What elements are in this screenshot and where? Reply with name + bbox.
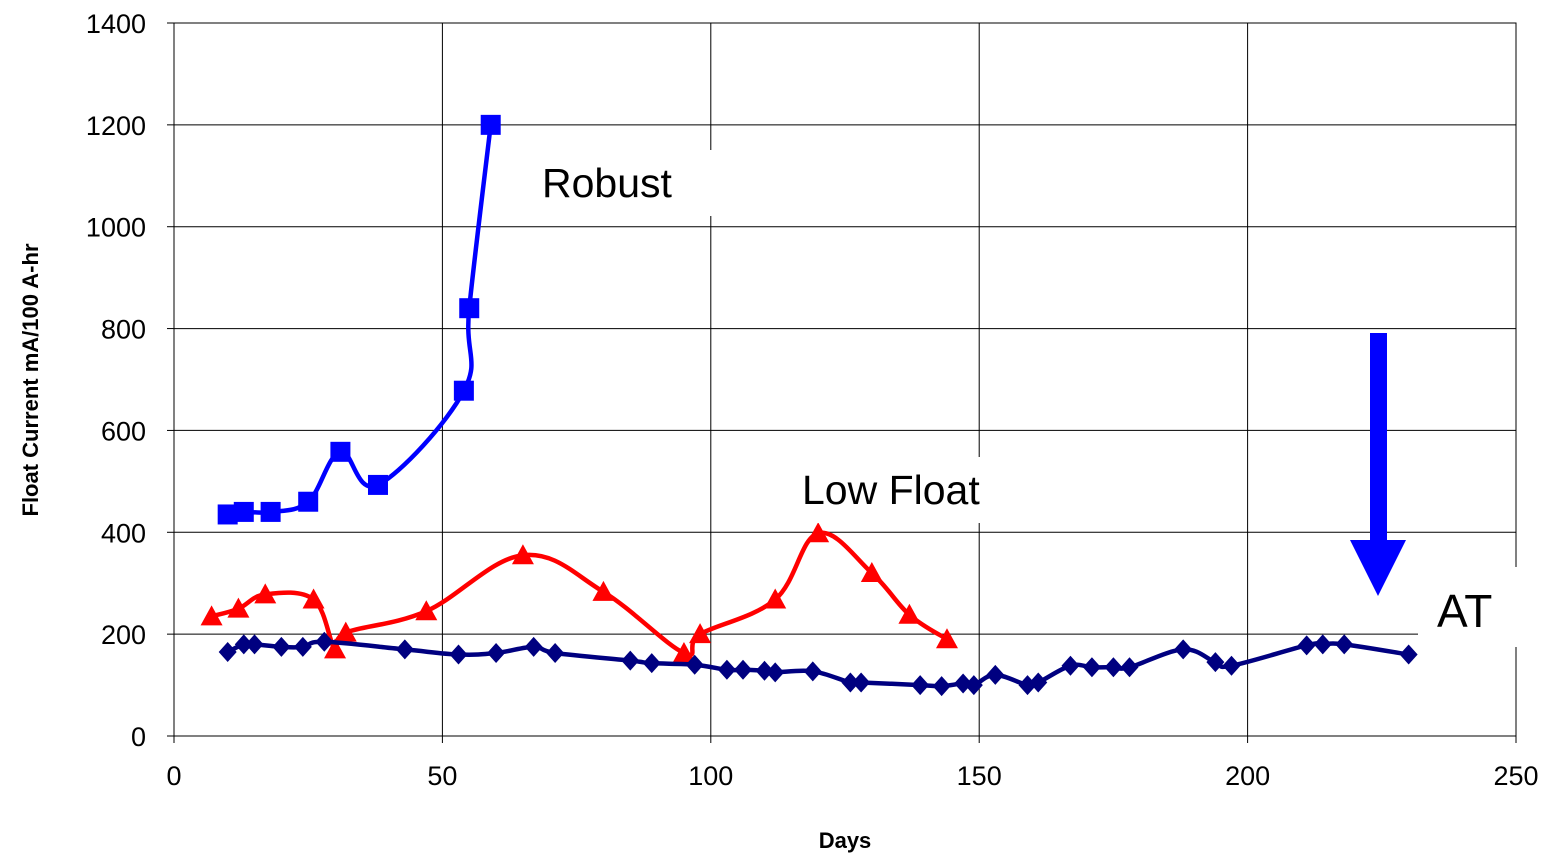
- x-axis-title: Days: [819, 828, 872, 853]
- x-tick-label: 0: [166, 761, 181, 791]
- data-point: [260, 501, 281, 522]
- series-diamond: [218, 631, 1418, 697]
- x-tick-label: 200: [1225, 761, 1270, 791]
- data-point: [764, 588, 787, 609]
- annotation-at: AT: [1437, 585, 1492, 637]
- data-point: [932, 676, 951, 697]
- y-axis-ticks: 0 200 400 600 800 1000 1200 1400: [86, 9, 174, 752]
- y-tick-label: 200: [101, 620, 146, 650]
- data-point: [592, 580, 615, 601]
- data-point: [302, 588, 325, 609]
- data-point: [1174, 639, 1193, 660]
- data-point: [217, 504, 238, 525]
- data-point: [524, 636, 543, 657]
- data-point: [234, 634, 253, 655]
- y-tick-label: 400: [101, 518, 146, 548]
- data-point: [315, 631, 334, 652]
- data-point: [459, 298, 480, 319]
- data-point: [935, 628, 958, 649]
- data-point: [803, 661, 822, 682]
- data-point: [841, 672, 860, 693]
- low-float-label-background: [790, 457, 1018, 523]
- data-point: [546, 642, 565, 663]
- data-point: [449, 644, 468, 665]
- data-point: [395, 639, 414, 660]
- data-point: [807, 522, 830, 543]
- data-point: [298, 491, 319, 512]
- x-tick-label: 100: [688, 761, 733, 791]
- y-tick-label: 1200: [86, 111, 146, 141]
- data-point: [1029, 672, 1048, 693]
- data-point: [415, 600, 438, 621]
- data-point: [986, 664, 1005, 685]
- data-point: [642, 653, 661, 674]
- data-point: [1082, 657, 1101, 678]
- data-point: [717, 659, 736, 680]
- series-triangle: [200, 522, 958, 662]
- data-point: [245, 634, 264, 655]
- data-point: [860, 562, 883, 583]
- data-point: [964, 675, 983, 696]
- data-point: [1104, 657, 1123, 678]
- data-point: [324, 638, 347, 659]
- annotation-robust: Robust: [542, 160, 673, 206]
- data-point: [334, 621, 357, 642]
- x-tick-label: 50: [427, 761, 457, 791]
- data-point: [852, 672, 871, 693]
- data-point: [227, 597, 250, 618]
- data-point: [233, 501, 254, 522]
- data-point: [1335, 634, 1354, 655]
- y-tick-label: 600: [101, 416, 146, 446]
- data-point: [689, 623, 712, 644]
- data-point: [511, 544, 534, 565]
- at-label-background: [1418, 567, 1528, 647]
- y-tick-label: 1400: [86, 9, 146, 39]
- data-point: [1399, 644, 1418, 665]
- down-arrow-icon: [1350, 333, 1406, 596]
- x-tick-label: 250: [1493, 761, 1538, 791]
- data-point: [1313, 634, 1332, 655]
- data-point: [898, 603, 921, 624]
- data-point: [453, 380, 474, 401]
- y-axis-title: Float Current mA/100 A-hr: [18, 243, 43, 516]
- data-point: [487, 642, 506, 663]
- data-point: [766, 662, 785, 683]
- data-point: [254, 583, 277, 604]
- data-point: [272, 636, 291, 657]
- data-point: [1222, 655, 1241, 676]
- data-point: [200, 605, 223, 626]
- data-point: [954, 673, 973, 694]
- y-tick-label: 0: [131, 722, 146, 752]
- annotation-low-float: Low Float: [802, 467, 980, 513]
- series-line: [209, 530, 950, 658]
- series-layer: [200, 114, 1418, 697]
- data-point: [1206, 652, 1225, 673]
- data-point: [480, 114, 501, 135]
- data-point: [685, 654, 704, 675]
- data-point: [1297, 635, 1316, 656]
- data-point: [734, 659, 753, 680]
- plot-area-frame: [173, 22, 1517, 737]
- gridlines: [173, 22, 1517, 737]
- data-point: [293, 636, 312, 657]
- data-point: [218, 641, 237, 662]
- x-axis-ticks: 0 50 100 150 200 250: [166, 736, 1539, 791]
- x-tick-label: 150: [957, 761, 1002, 791]
- data-point: [621, 650, 640, 671]
- data-point: [330, 441, 351, 462]
- data-point: [1061, 655, 1080, 676]
- data-point: [367, 474, 388, 495]
- series-line: [225, 122, 493, 517]
- data-point: [672, 641, 695, 662]
- data-point: [1120, 657, 1139, 678]
- y-tick-label: 800: [101, 315, 146, 345]
- robust-label-background: [530, 150, 715, 216]
- data-point: [755, 660, 774, 681]
- data-point: [911, 675, 930, 696]
- series-square: [217, 114, 501, 525]
- y-tick-label: 1000: [86, 213, 146, 243]
